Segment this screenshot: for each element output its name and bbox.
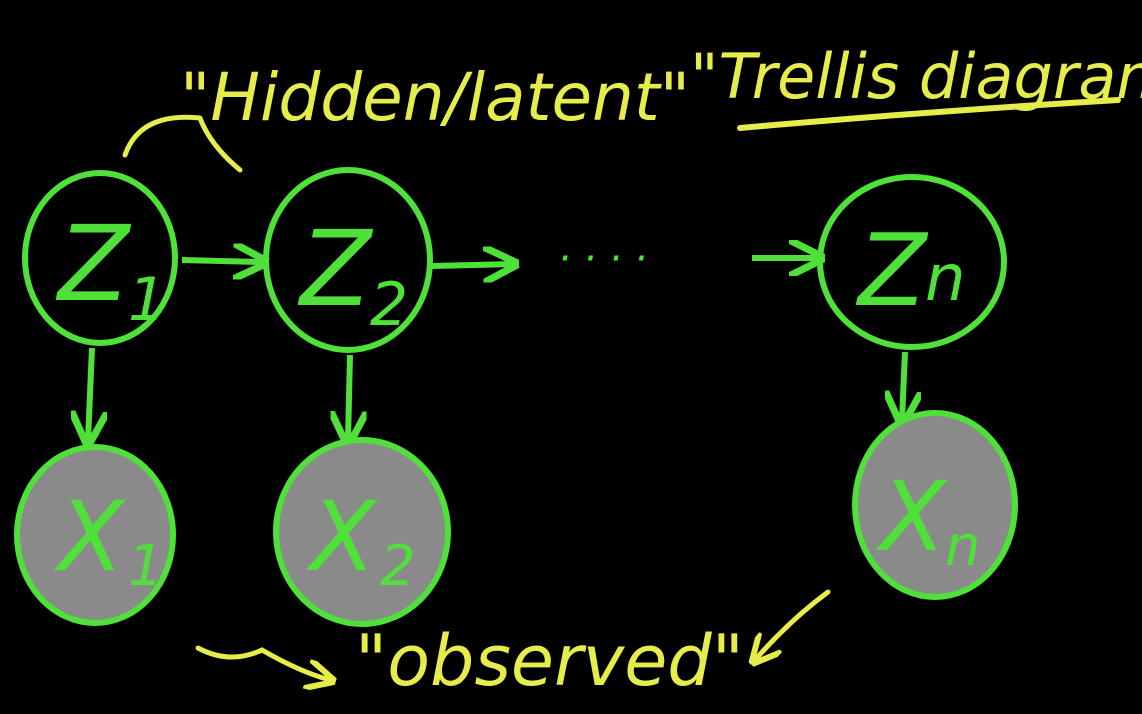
observed-node-label: X [305, 481, 378, 593]
hidden-node-subscript: 2 [370, 270, 408, 340]
observed-node-shape [14, 444, 176, 626]
hidden-node-subscript: 1 [128, 265, 166, 335]
hidden-node-label: Z [855, 212, 929, 329]
observed-node-shape [852, 410, 1018, 600]
observed-node-x1: X 1 [14, 444, 176, 626]
hidden-node-label: Z [55, 203, 132, 325]
trellis-underline [737, 97, 1121, 131]
hidden-node-label: Z [297, 208, 374, 330]
ellipsis-dots: · · · · [558, 236, 647, 282]
hidden-node-z2: Z 2 [263, 167, 433, 353]
hidden-node-zn: Z n [817, 174, 1007, 350]
hidden-node-z1: Z 1 [22, 170, 178, 346]
observed-label: "observed" [355, 620, 744, 702]
transition-arrow-z2-next [431, 264, 512, 266]
observed-node-subscript: 1 [128, 534, 164, 599]
hidden-pointer-arrow [122, 114, 243, 173]
emission-arrow-n [902, 351, 905, 420]
transition-arrow-z1-z2 [181, 260, 262, 262]
hidden-node-subscript: n [925, 242, 966, 316]
emission-arrow-2 [348, 354, 350, 440]
emission-arrow-1 [88, 347, 92, 440]
observed-node-shape [273, 437, 451, 627]
observed-pointer-left [195, 645, 330, 680]
observed-node-label: X [53, 481, 126, 593]
observed-node-x2: X 2 [273, 437, 451, 627]
observed-pointer-right [755, 589, 831, 660]
observed-node-label: X [875, 461, 948, 573]
observed-node-subscript: n [945, 514, 981, 579]
observed-node-subscript: 2 [380, 534, 416, 599]
hidden-latent-title: "Hidden/latent" [180, 59, 690, 136]
observed-node-xn: X n [852, 410, 1018, 600]
